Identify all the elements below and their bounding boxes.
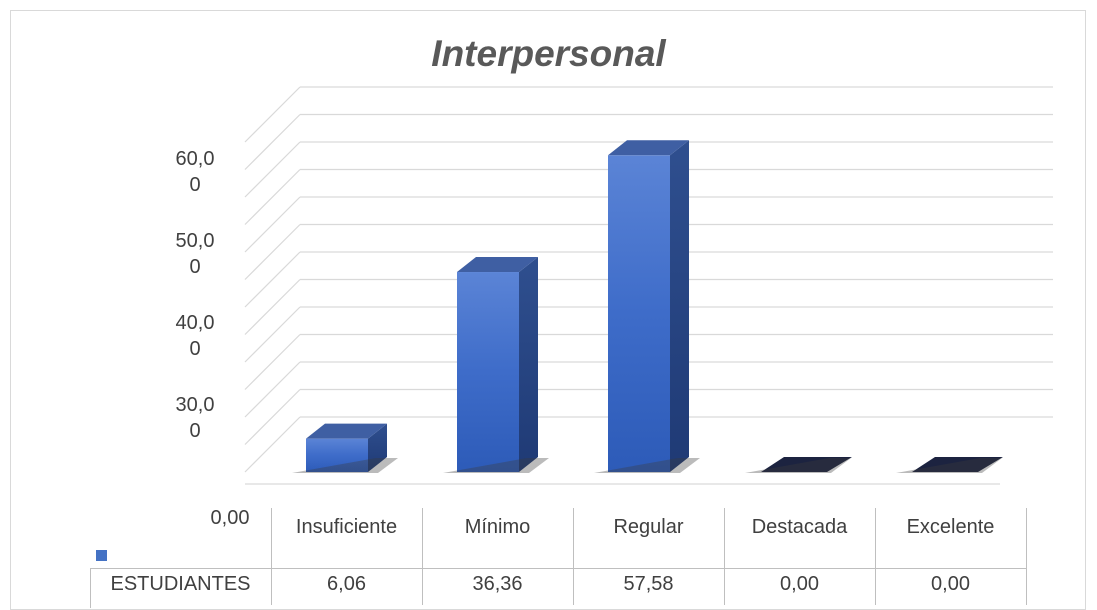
bar-side [368,423,387,472]
category-label: Insuficiente [295,516,398,538]
bar-insuficiente [306,438,368,472]
gridline-side [244,224,301,280]
bar-shadow [443,458,549,473]
gridline-side [244,389,301,445]
bar-shadow [594,458,700,473]
table-rule [90,568,91,608]
table-rule [422,508,423,605]
category-label: Destacada [751,516,848,538]
bar-shadow [896,458,1002,473]
gridline-side [244,114,301,170]
y-tick-label: 50,0 0 [175,230,215,278]
gridline-side [244,169,301,225]
table-rule [573,508,574,605]
data-label: 0,00 [780,573,819,595]
bar-regular [608,155,670,472]
bar-shadow [745,458,851,473]
gridline-side [244,416,301,473]
table-rule [90,568,1027,569]
y-tick-label: 30,0 0 [175,394,215,442]
data-label: 57,58 [623,573,674,595]
gridline-side [244,196,301,253]
category-label: Mínimo [464,516,531,538]
data-label: 6,06 [327,573,366,595]
chart-plot [244,86,1053,485]
table-rule [875,508,876,605]
table-rule [724,508,725,605]
chart-title: Interpersonal [431,33,666,74]
gridline-side [244,86,301,143]
gridline-side [244,141,301,198]
bar-top [306,423,387,439]
bar-side [670,140,689,472]
bar-top [608,140,689,156]
y-tick-label: 60,0 0 [175,148,215,196]
gridline-side [244,306,301,363]
table-rule [271,508,272,605]
bar-mínimo [457,272,519,472]
bar-top [457,257,538,273]
category-label: Regular [613,516,684,538]
bar-side [519,257,538,472]
bar-zero-excelente [912,457,1003,472]
bar-zero-destacada [761,457,852,472]
y-tick-label: 0,00 [210,507,250,529]
data-label: 36,36 [472,573,523,595]
legend-key [96,550,107,561]
data-label: 0,00 [931,573,970,595]
category-label: Excelente [906,516,995,538]
gridline-side [244,361,301,418]
gridline-side [244,334,301,390]
table-rule [1026,508,1027,605]
gridline-side [244,279,301,335]
y-tick-label: 40,0 0 [175,312,215,360]
gridline-side [244,251,301,308]
bar-shadow [292,458,398,473]
series-name: ESTUDIANTES [110,573,251,595]
